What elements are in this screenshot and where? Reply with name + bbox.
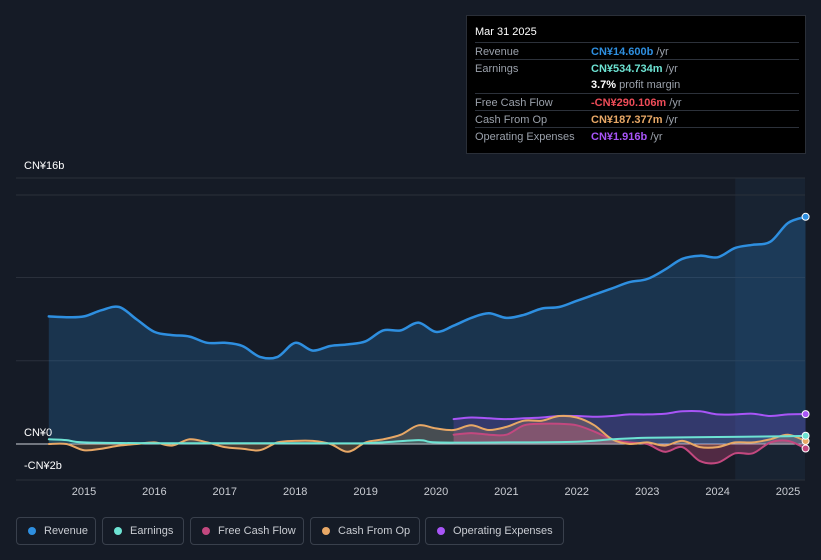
tooltip-value: -CN¥290.106m /yr (591, 97, 682, 109)
series-endpoint-earnings (801, 431, 810, 440)
x-tick-label: 2025 (776, 486, 800, 498)
tooltip-label: Cash From Op (475, 114, 548, 126)
x-tick-label: 2023 (635, 486, 659, 498)
x-tick-label: 2015 (72, 486, 96, 498)
series-area-revenue (48, 216, 806, 444)
y-axis-bottom-label: -CN¥2b (24, 460, 62, 472)
series-area-cash-from-op (48, 415, 806, 452)
x-tick-label: 2020 (424, 486, 448, 498)
x-tick-label: 2022 (565, 486, 589, 498)
legend-label: Operating Expenses (453, 525, 553, 537)
tooltip-value: CN¥14.600b /yr (591, 46, 669, 58)
tooltip-label: Revenue (475, 46, 520, 58)
tooltip-row-free-cash-flow: Free Cash Flow -CN¥290.106m /yr (475, 93, 799, 111)
legend-item-revenue[interactable]: Revenue (16, 517, 96, 545)
y-axis-zero-label: CN¥0 (24, 427, 53, 439)
tooltip-date: Mar 31 2025 (475, 26, 537, 38)
series-line-earnings (47, 434, 807, 445)
tooltip-row-earnings: Earnings CN¥534.734m /yr (475, 59, 799, 77)
legend-label: Revenue (44, 525, 89, 537)
tooltip-value: CN¥187.377m /yr (591, 114, 678, 126)
y-axis-top-label: CN¥16b (24, 160, 65, 172)
tooltip-row-operating-expenses: Operating Expenses CN¥1.916b /yr (475, 127, 799, 145)
legend-dot-icon (114, 527, 122, 535)
tooltip-label: Free Cash Flow (475, 97, 553, 109)
legend-label: Cash From Op (338, 525, 411, 537)
legend-item-free-cash-flow[interactable]: Free Cash Flow (190, 517, 304, 545)
series-line-cash-from-op (47, 414, 807, 453)
tooltip-row-cash-from-op: Cash From Op CN¥187.377m /yr (475, 110, 799, 128)
data-tooltip: Mar 31 2025 Revenue CN¥14.600b /yr Earni… (466, 15, 806, 154)
legend-dot-icon (437, 527, 445, 535)
series-line-revenue (47, 215, 807, 360)
series-endpoint-free-cash-flow (801, 444, 810, 453)
tooltip-row-profit-margin: 3.7% profit margin (475, 76, 799, 93)
legend-item-earnings[interactable]: Earnings (102, 517, 184, 545)
legend-dot-icon (202, 527, 210, 535)
x-tick-label: 2018 (283, 486, 307, 498)
forecast-highlight (735, 178, 805, 480)
legend-label: Earnings (130, 525, 174, 537)
x-tick-label: 2021 (494, 486, 518, 498)
tooltip-row-revenue: Revenue CN¥14.600b /yr (475, 42, 799, 60)
series-endpoint-revenue (801, 212, 810, 221)
series-endpoint-operating-expenses (801, 410, 810, 419)
legend-item-operating-expenses[interactable]: Operating Expenses (425, 517, 564, 545)
x-tick-label: 2024 (705, 486, 729, 498)
tooltip-value: CN¥534.734m /yr (591, 63, 678, 75)
x-tick-label: 2019 (353, 486, 377, 498)
legend-label: Free Cash Flow (218, 525, 296, 537)
series-line-operating-expenses (452, 409, 807, 421)
legend-dot-icon (28, 527, 36, 535)
x-tick-label: 2017 (213, 486, 237, 498)
series-line-free-cash-flow (452, 422, 807, 465)
tooltip-label: Operating Expenses (475, 131, 575, 143)
tooltip-value: CN¥1.916b /yr (591, 131, 663, 143)
tooltip-label: Earnings (475, 63, 519, 75)
x-tick-label: 2016 (142, 486, 166, 498)
tooltip-value: 3.7% profit margin (591, 79, 681, 91)
legend-item-cash-from-op[interactable]: Cash From Op (310, 517, 420, 545)
series-area-operating-expenses (453, 410, 806, 444)
legend-dot-icon (322, 527, 330, 535)
